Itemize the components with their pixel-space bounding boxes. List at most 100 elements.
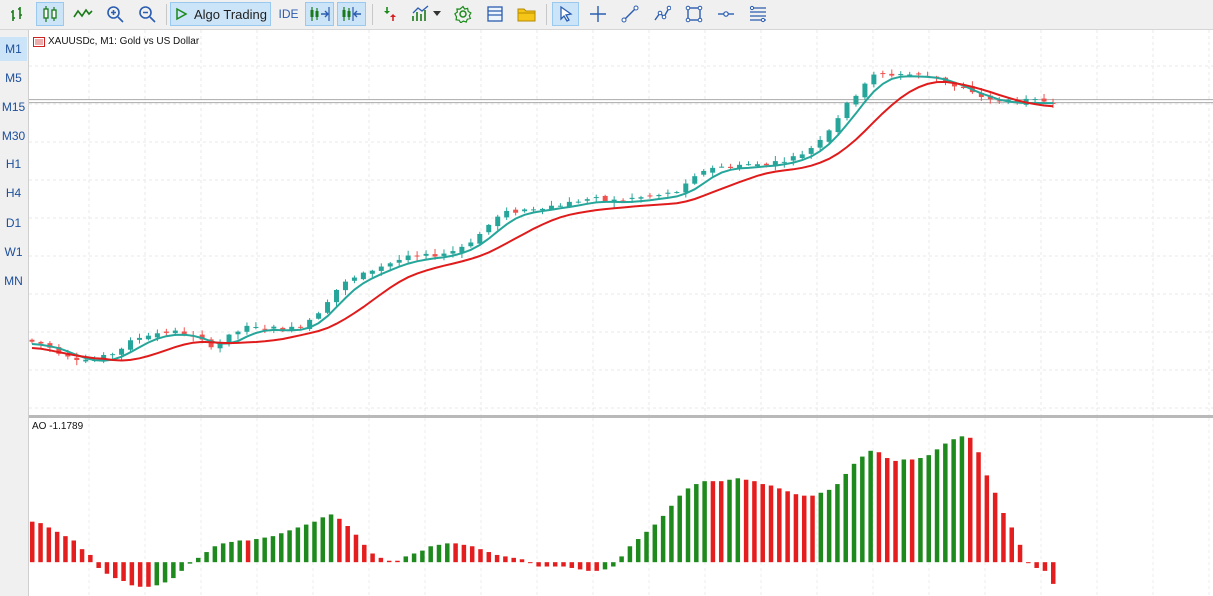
trendline-icon [621,5,639,23]
ao-bar [328,514,334,563]
zoom-out-button[interactable] [134,2,160,26]
timeframe-m30[interactable]: M30 [1,129,26,143]
candle [325,299,331,315]
cursor-tool-button[interactable] [552,2,579,26]
candle [441,249,447,261]
ao-bar [411,553,417,563]
candle [56,344,62,356]
ao-bar [918,458,923,563]
timeframe-m15[interactable]: M15 [1,100,26,114]
slow-moving-average-line [31,80,1054,362]
line-chart-button[interactable] [70,2,96,26]
chart-shift-button[interactable] [305,2,334,26]
candle [799,150,805,160]
timeframe-d1[interactable]: D1 [5,216,22,230]
candle [244,322,250,335]
rectangle-tool-button[interactable] [681,2,707,26]
ao-bar [187,562,193,564]
timeframe-m5[interactable]: M5 [5,71,22,85]
ide-label: IDE [278,7,299,21]
candle [396,255,402,267]
ao-bar [909,459,915,563]
auto-scroll-button[interactable] [337,2,366,26]
ao-bar [196,557,201,563]
fibonacci-icon [749,5,766,23]
timeframe-mn[interactable]: MN [4,274,23,288]
price-chart-canvas[interactable] [29,30,1213,415]
candle [128,337,134,352]
pane-divider[interactable] [29,415,1213,418]
ao-bar [386,560,392,563]
candle [145,332,151,341]
candle [710,165,716,178]
candle [504,207,510,220]
ao-bar [486,552,492,563]
ao-bar [511,557,516,563]
candle [513,207,519,216]
templates-button[interactable] [450,2,476,26]
ao-bar [528,562,533,564]
candle [719,163,725,168]
candle [557,203,563,207]
ao-bar [926,455,931,563]
ao-bar [121,562,126,581]
ao-bar [785,491,790,563]
timeframe-h1[interactable]: H1 [5,157,22,171]
candle [351,275,357,284]
ao-bar [337,518,342,563]
ao-bar [469,546,475,563]
candlestick-chart-button[interactable] [36,2,64,26]
polyline-tool-button[interactable] [649,2,675,26]
candle [477,231,483,245]
ao-bar [320,517,326,563]
timeframe-m1[interactable]: M1 [0,37,27,61]
ide-button[interactable]: IDE [275,2,302,26]
ao-bar [445,543,450,563]
cursor-arrow-icon [559,5,573,22]
zoom-in-button[interactable] [102,2,128,26]
ao-bar [743,479,749,563]
ao-bar [893,460,898,563]
objects-dropdown-button[interactable] [408,2,444,26]
candle [853,94,859,107]
ao-bar [519,559,525,563]
candle [369,269,375,278]
play-icon [176,7,188,21]
ao-bar [669,505,674,563]
algo-trading-button[interactable]: Algo Trading [170,2,271,26]
ao-bar [594,562,599,571]
rectangle-icon [685,5,703,23]
candle [468,238,474,248]
ao-bar [735,478,741,563]
timeframe-h4[interactable]: H4 [5,186,22,200]
crosshair-tool-button[interactable] [585,2,611,26]
ao-bar [992,492,998,563]
candle [871,71,877,88]
ao-bar [868,450,873,563]
bar-chart-button[interactable] [6,2,30,26]
ao-bar [1051,562,1056,584]
indicators-button[interactable] [377,2,403,26]
candle [593,194,599,203]
price-chart-pane[interactable]: XAUUSDc, M1: Gold vs US Dollar [29,30,1213,415]
ao-bar [312,521,317,563]
ao-bar [727,479,732,563]
ao-chart-canvas[interactable] [29,418,1213,596]
candle [781,157,787,168]
ao-bar [694,484,699,563]
horizontal-line-tool-button[interactable] [713,2,739,26]
timeframe-sidebar: M1 M5 M15 M30 H1 H4 D1 W1 MN [0,30,29,596]
profiles-button[interactable] [482,2,508,26]
ao-bar [420,550,425,563]
trendline-tool-button[interactable] [617,2,643,26]
ao-indicator-pane[interactable]: AO -1.1789 [29,418,1213,596]
ao-bar [494,554,500,563]
ao-bar [146,562,151,587]
candle [674,190,680,194]
open-folder-button[interactable] [514,2,540,26]
candle [889,69,895,78]
ao-bar [685,488,691,563]
fibonacci-tool-button[interactable] [745,2,771,26]
timeframe-w1[interactable]: W1 [4,245,23,259]
ao-bar [245,540,251,563]
